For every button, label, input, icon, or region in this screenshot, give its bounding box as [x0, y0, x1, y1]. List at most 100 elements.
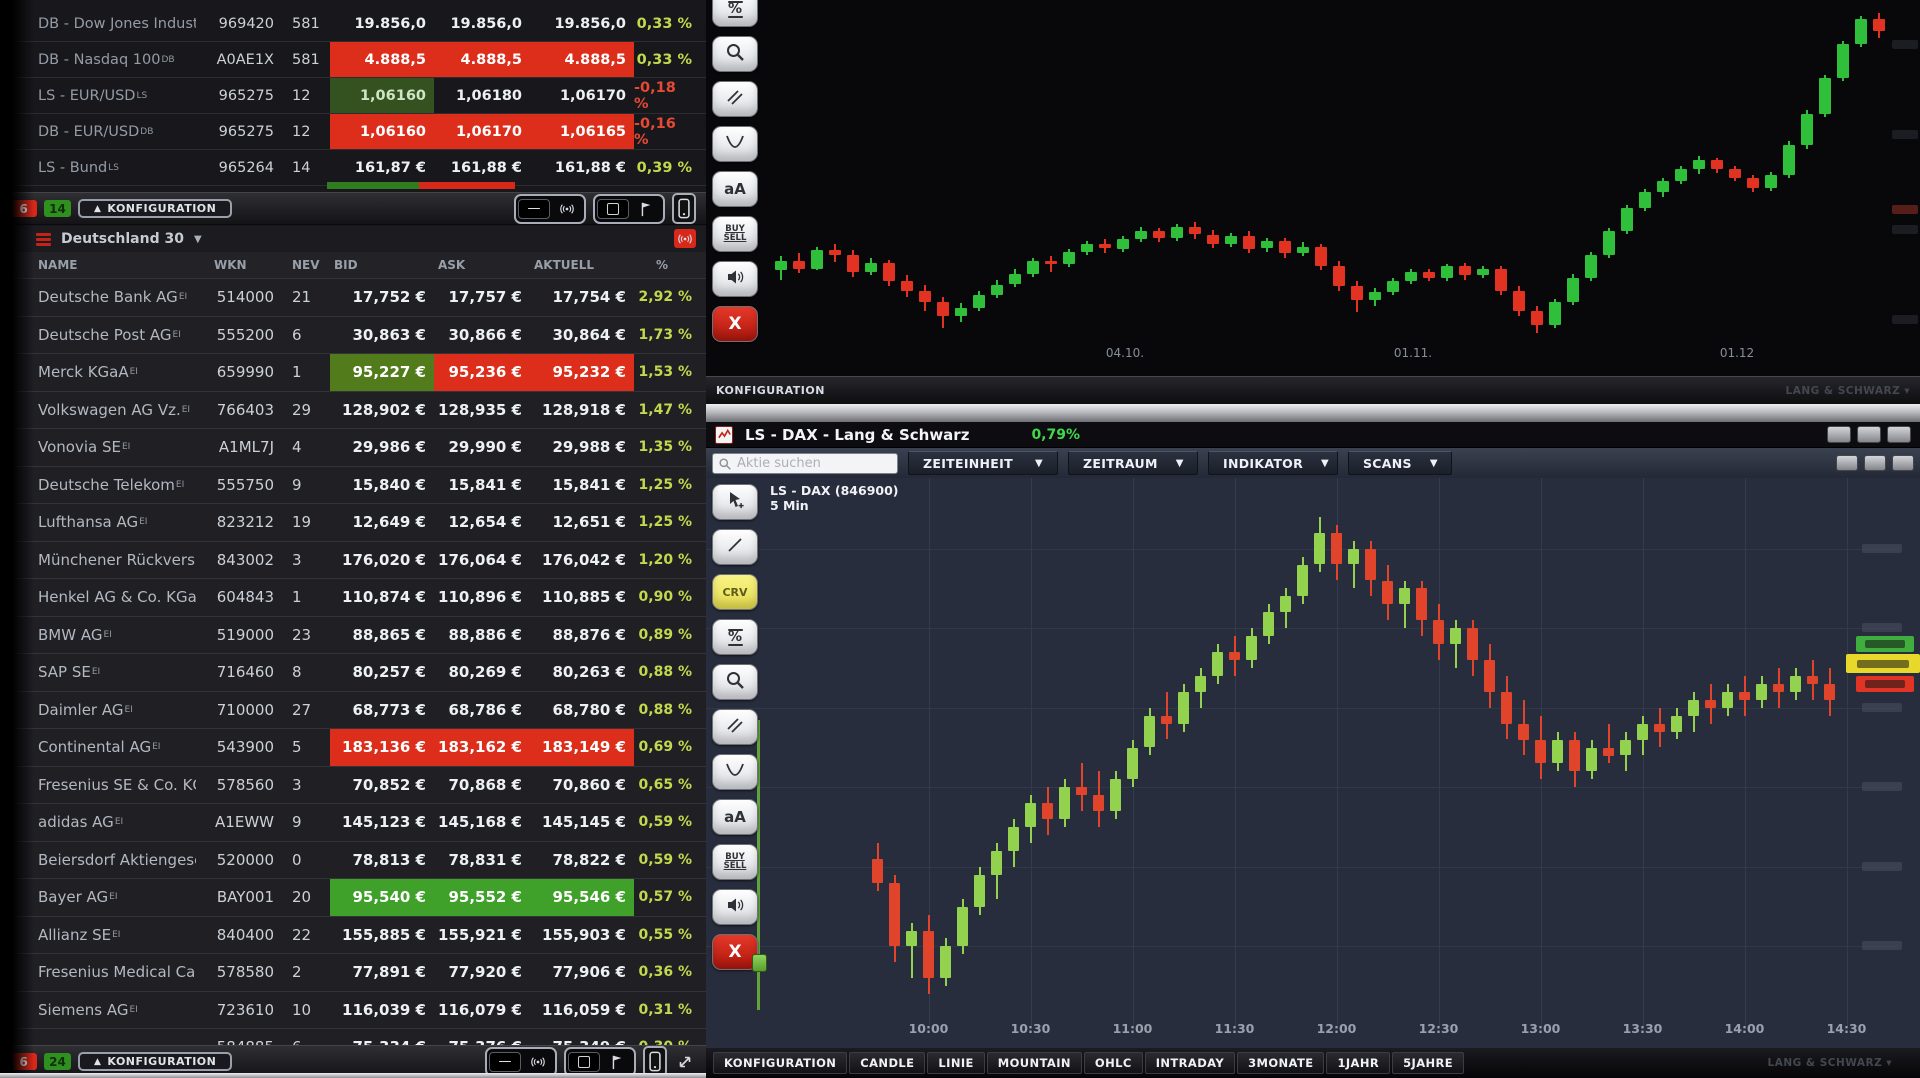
expand-icon[interactable] — [674, 1051, 696, 1073]
tool-speaker-button[interactable] — [712, 261, 758, 297]
stream-toggle[interactable]: — — [514, 193, 586, 224]
tool-close-button[interactable]: X — [712, 934, 758, 970]
watchlist-row[interactable]: 584885675,334 €75,376 €75,349 €0,30 % — [0, 1028, 706, 1045]
tool-magnifier-button[interactable] — [712, 36, 758, 72]
tab-konfiguration[interactable]: KONFIGURATION — [713, 1052, 848, 1074]
window-button[interactable] — [1864, 455, 1886, 471]
tool-curve-button[interactable] — [712, 754, 758, 790]
column-header-pct[interactable]: % — [656, 258, 669, 272]
watchlist-row[interactable]: Allianz SE EI 840400 22 155,885 € 155,921 € 15… — [0, 915, 706, 953]
tool-crv-button[interactable]: CRV — [712, 574, 758, 610]
daily-chart-panel[interactable]: 04.10. 01.11. 01.12 % aA BUY SELL X KONFIGURAT… — [706, 0, 1920, 404]
chart-config-bar[interactable]: KONFIGURATION LANG & SCHWARZ ▾ — [706, 376, 1920, 404]
mini-watchlist-row[interactable]: DB - EUR/USD DB 965275 12 1,06160 1,06170 1,06… — [0, 114, 706, 150]
tool-buy-sell-button[interactable]: BUY SELL — [712, 844, 758, 880]
dropdown-indikator[interactable]: INDIKATOR ▼ — [1208, 451, 1338, 475]
window-button[interactable] — [1836, 455, 1858, 471]
watchlist-row[interactable]: Volkswagen AG Vz. EI 766403 29 128,902 € 128,… — [0, 390, 706, 428]
cell-name: LS - Bund LS — [38, 159, 119, 176]
column-header-bid[interactable]: BID — [334, 258, 358, 272]
price-scale-blob — [1892, 225, 1918, 234]
watchlist-row[interactable]: Beiersdorf Aktiengesellsc 520000 0 78,813 €… — [0, 840, 706, 878]
mini-watchlist-row[interactable]: LS - Bund LS 965264 14 161,87 € 161,88 € 161,8… — [0, 150, 706, 186]
tool-trend-lines-button[interactable] — [712, 709, 758, 745]
stream-toggle[interactable]: — — [485, 1046, 557, 1077]
watchlist-row[interactable]: BMW AG EI 519000 23 88,865 € 88,886 € 88,876 €… — [0, 615, 706, 653]
tab-candle[interactable]: CANDLE — [849, 1052, 926, 1074]
tool-trend-lines-button[interactable] — [712, 81, 758, 117]
watchlist-row[interactable]: Bayer AG EI BAY001 20 95,540 €95,552 €95,546… — [0, 878, 706, 916]
cell-last: 30,864 € — [552, 325, 626, 344]
tool-cursor-button[interactable] — [712, 484, 758, 520]
search-input[interactable] — [735, 454, 889, 472]
mobile-button[interactable] — [672, 193, 696, 224]
konfiguration-button[interactable]: ▲ KONFIGURATION — [78, 199, 233, 218]
tool-trend-line-button[interactable] — [712, 529, 758, 565]
tab-3monate[interactable]: 3MONATE — [1237, 1052, 1325, 1074]
tab-mountain[interactable]: MOUNTAIN — [986, 1052, 1082, 1074]
watchlist-row[interactable]: Deutsche Bank AG EI 514000 21 17,752 € 17,757… — [0, 278, 706, 316]
dropdown-zeiteinheit[interactable]: ZEITEINHEIT ▼ — [908, 451, 1058, 475]
column-header-name[interactable]: NAME — [38, 258, 78, 272]
watchlist-row[interactable]: Daimler AG EI 710000 27 68,773 € 68,786 € 68,7… — [0, 690, 706, 728]
watchlist-row[interactable]: Lufthansa AG EI 823212 19 12,649 € 12,654 € 12… — [0, 503, 706, 541]
candle — [1423, 272, 1435, 279]
search-box[interactable] — [712, 452, 898, 474]
daily-chart-canvas[interactable]: 04.10. 01.11. 01.12 — [706, 0, 1920, 360]
tab-5jahre[interactable]: 5JAHRE — [1392, 1052, 1465, 1074]
mobile-button[interactable] — [643, 1046, 667, 1077]
watchlist-row[interactable]: Deutsche Post AG EI 555200 6 30,863 € 30,866 … — [0, 315, 706, 353]
zoom-slider-track[interactable] — [757, 720, 760, 1010]
column-header-aktuell[interactable]: AKTUELL — [534, 258, 595, 272]
flag-toggle[interactable] — [564, 1046, 636, 1077]
window-button[interactable] — [1892, 455, 1914, 471]
flag-toggle[interactable] — [593, 193, 665, 224]
zoom-slider-handle[interactable] — [752, 954, 767, 972]
tool-font-size-button[interactable]: aA — [712, 799, 758, 835]
watchlist-row[interactable]: Vonovia SE EI A1ML7J 4 29,986 € 29,990 € 29,98… — [0, 428, 706, 466]
watchlist-row[interactable]: Siemens AG EI 723610 10 116,039 € 116,079 € 11… — [0, 990, 706, 1028]
tool-close-button[interactable]: X — [712, 306, 758, 342]
window-button[interactable] — [1857, 426, 1881, 443]
tab-ohlc[interactable]: OHLC — [1083, 1052, 1143, 1074]
cell-last: 1,06170 — [559, 87, 626, 104]
konfiguration-button[interactable]: ▲ KONFIGURATION — [78, 1052, 233, 1071]
watchlist-row[interactable]: Henkel AG & Co. KGaA V: 604843 1 110,874 € 1… — [0, 578, 706, 616]
watchlist-row[interactable]: Fresenius Medical Care A 578580 2 77,891 € 7… — [0, 953, 706, 991]
watchlist-title-bar[interactable]: Deutschland 30 ▼ — [0, 226, 706, 253]
tool-speaker-button[interactable] — [712, 889, 758, 925]
dax-chart-canvas[interactable]: LS - DAX (846900) 5 Min 10:00 10:30 11:00 1… — [706, 478, 1920, 1048]
column-header-ask[interactable]: ASK — [438, 258, 466, 272]
column-header-wkn[interactable]: WKN — [214, 258, 247, 272]
watchlist-row[interactable]: Continental AG EI 543900 5 183,136 €183,162 … — [0, 728, 706, 766]
watchlist-row[interactable]: Merck KGaA EI 659990 1 95,227 €95,236 €95,23… — [0, 353, 706, 391]
window-button[interactable] — [1887, 426, 1911, 443]
watchlist-row[interactable]: Deutsche Telekom EI 555750 9 15,840 € 15,841 … — [0, 465, 706, 503]
tool-font-size-button[interactable]: aA — [712, 171, 758, 207]
tab-intraday[interactable]: INTRADAY — [1144, 1052, 1236, 1074]
tool-percent-button[interactable]: % — [712, 0, 758, 27]
tool-buy-sell-button[interactable]: BUY SELL — [712, 216, 758, 252]
tool-curve-button[interactable] — [712, 126, 758, 162]
candle — [1671, 715, 1682, 732]
tool-percent-button[interactable]: % — [712, 619, 758, 655]
cell-percent: 0,89 % — [638, 626, 692, 643]
mini-watchlist-row[interactable]: DB - Nasdaq 100 DB A0AE1X 581 4.888,5 4.888,5… — [0, 42, 706, 78]
tab-linie[interactable]: LINIE — [927, 1052, 985, 1074]
window-button[interactable] — [1827, 426, 1851, 443]
dropdown-zeitraum[interactable]: ZEITRAUM ▼ — [1068, 451, 1198, 475]
tab-1jahr[interactable]: 1JAHR — [1326, 1052, 1391, 1074]
push-stream-icon[interactable] — [674, 229, 696, 248]
watchlist-row[interactable]: Münchener Rückversiche 843002 3 176,020 € 17… — [0, 540, 706, 578]
dropdown-scans[interactable]: SCANS ▼ — [1348, 451, 1452, 475]
watchlist-row[interactable]: adidas AG EI A1EWW 9 145,123 € 145,168 € 145,1… — [0, 803, 706, 841]
tool-magnifier-button[interactable] — [712, 664, 758, 700]
cell-name: Merck KGaA EI — [38, 363, 138, 382]
mini-watchlist-row[interactable]: DB - Dow Jones Industria 969420 581 19.856,… — [0, 6, 706, 42]
column-header-nev[interactable]: NEV — [292, 258, 320, 272]
watchlist-row[interactable]: SAP SE EI 716460 8 80,257 € 80,269 € 80,263 € 0… — [0, 653, 706, 691]
mini-watchlist-row[interactable]: LS - EUR/USD LS 965275 12 1,06160 1,06180 1,06… — [0, 78, 706, 114]
cell-ask: 128,935 € — [438, 400, 522, 419]
x-axis-label: 11:00 — [1112, 1021, 1153, 1036]
